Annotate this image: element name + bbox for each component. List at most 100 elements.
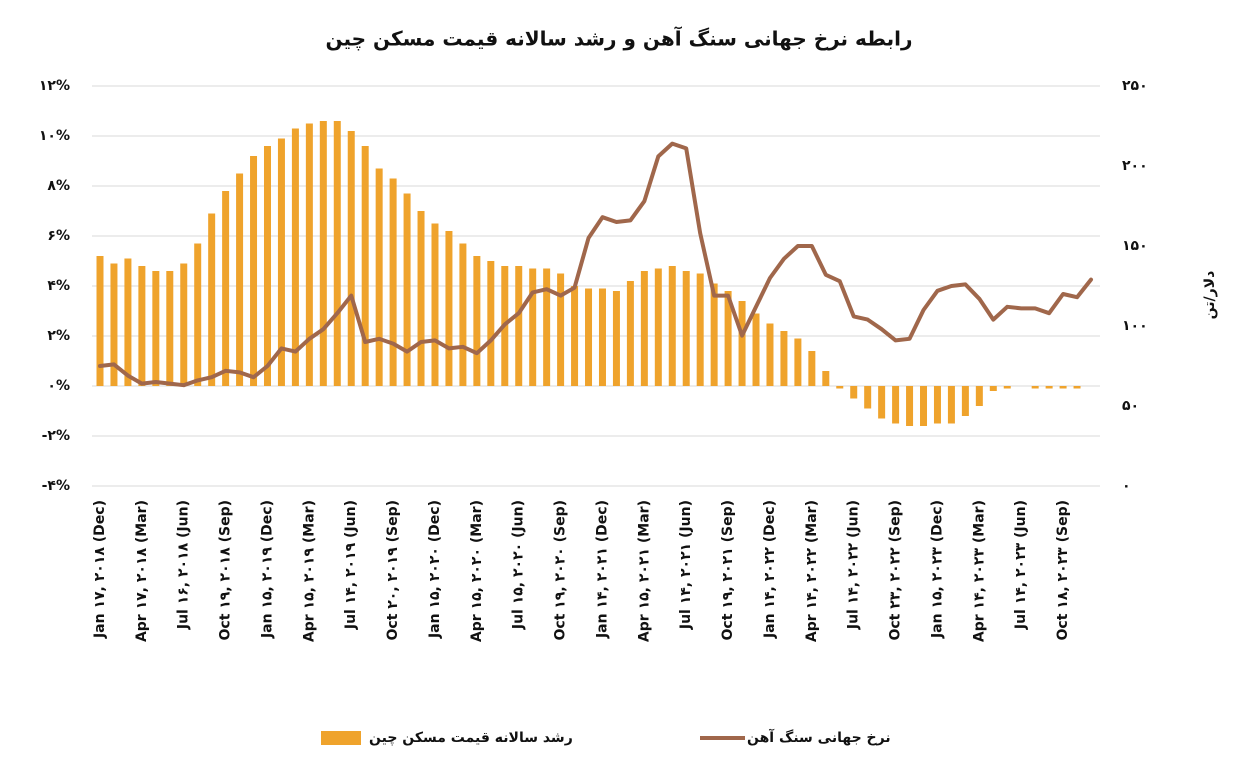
bar — [668, 266, 676, 386]
y-tick-label: ۲% — [47, 328, 70, 344]
bar — [738, 301, 746, 386]
bar — [347, 131, 355, 386]
bar — [222, 191, 230, 386]
x-tick-label: Oct ۲۰, ۲۰۱۹ (Sep) — [385, 500, 401, 641]
bar — [836, 386, 844, 389]
bar — [864, 386, 872, 409]
bar — [96, 256, 104, 386]
bar — [236, 173, 244, 386]
bar — [166, 271, 174, 386]
bar — [878, 386, 886, 419]
bar — [850, 386, 858, 399]
x-tick-label: Apr ۱۴, ۲۰۲۳ (Mar) — [971, 500, 987, 642]
bar — [710, 283, 718, 386]
bar — [403, 193, 411, 386]
bar — [640, 271, 648, 386]
x-tick-label: Jan ۱۷, ۲۰۱۸ (Dec) — [92, 500, 108, 639]
x-tick-label: Oct ۱۸, ۲۰۲۳ (Sep) — [1055, 500, 1071, 641]
y2-tick-label: ۰ — [1122, 478, 1131, 494]
bar — [124, 258, 132, 386]
line — [98, 141, 1093, 388]
x-tick-label: Jul ۱۴, ۲۰۲۱ (Jun) — [678, 500, 694, 630]
y-tick-label: ۴% — [47, 278, 70, 294]
x-tick-label: Oct ۱۹, ۲۰۲۰ (Sep) — [553, 500, 569, 641]
bar — [208, 213, 216, 386]
x-tick-label: Jul ۱۴, ۲۰۱۹ (Jun) — [343, 500, 359, 630]
bar — [933, 386, 941, 424]
bar — [138, 266, 146, 386]
bar — [277, 138, 285, 386]
bar — [543, 268, 551, 386]
x-tick-label: Apr ۱۵, ۲۰۱۹ (Mar) — [301, 500, 317, 642]
bar — [961, 386, 969, 416]
legend-label: رشد سالانه قیمت مسکن چین — [369, 730, 573, 746]
bar — [515, 266, 523, 386]
x-tick-label: Jan ۱۵, ۲۰۲۰ (Dec) — [427, 500, 443, 639]
x-tick-label: Oct ۱۹, ۲۰۲۱ (Sep) — [720, 500, 736, 641]
y2-tick-label: ۱۰۰ — [1122, 318, 1148, 334]
bar — [333, 121, 341, 386]
x-tick-label: Jul ۱۶, ۲۰۱۸ (Jun) — [176, 500, 192, 630]
bar — [585, 288, 593, 386]
bar — [473, 256, 481, 386]
bar — [654, 268, 662, 386]
y-tick-label: ۰% — [47, 378, 70, 394]
bar — [487, 261, 495, 386]
x-tick-label: Apr ۱۴, ۲۰۲۲ (Mar) — [804, 500, 820, 642]
x-tick-label: Jul ۱۴, ۲۰۲۳ (Jun) — [1013, 500, 1029, 630]
y2-axis-label: دلار/تن — [1202, 271, 1218, 320]
legend-swatch — [321, 731, 361, 745]
bar — [431, 223, 439, 386]
bar — [989, 386, 997, 391]
bar — [571, 286, 579, 386]
bar — [612, 291, 620, 386]
bar — [361, 146, 369, 386]
bar — [180, 263, 188, 386]
bar — [263, 146, 271, 386]
x-tick-label: Oct ۱۹, ۲۰۱۸ (Sep) — [218, 500, 234, 641]
bar — [906, 386, 914, 426]
bar — [375, 168, 383, 386]
bar — [598, 288, 606, 386]
y-tick-label: ۸% — [47, 178, 70, 194]
x-tick-label: Jan ۱۴, ۲۰۲۲ (Dec) — [762, 500, 778, 639]
bar — [1073, 386, 1081, 389]
x-tick-label: Jan ۱۵, ۲۰۲۳ (Dec) — [929, 500, 945, 639]
bar — [1003, 386, 1011, 389]
x-tick-label: Jul ۱۵, ۲۰۲۰ (Jun) — [511, 500, 527, 630]
x-tick-label: Apr ۱۷, ۲۰۱۸ (Mar) — [134, 500, 150, 642]
bar — [947, 386, 955, 424]
bar — [920, 386, 928, 426]
y2-tick-label: ۲۰۰ — [1122, 158, 1148, 174]
chart-title: رابطه نرخ جهانی سنگ آهن و رشد سالانه قیم… — [325, 26, 912, 52]
bar — [975, 386, 983, 406]
y-tick-label: ۱۰% — [39, 128, 70, 144]
bar — [529, 268, 537, 386]
bar — [152, 271, 160, 386]
x-tick-label: Apr ۱۵, ۲۰۲۰ (Mar) — [469, 500, 485, 642]
bar — [780, 331, 788, 386]
bar — [389, 178, 397, 386]
bar — [445, 231, 453, 386]
bar — [319, 121, 327, 386]
y-tick-label: ۱۲% — [39, 78, 70, 94]
x-tick-label: Apr ۱۵, ۲۰۲۱ (Mar) — [636, 500, 652, 642]
y-tick-label: ۶% — [47, 228, 70, 244]
x-tick-label: Oct ۲۳, ۲۰۲۲ (Sep) — [888, 500, 904, 641]
x-tick-label: Jan ۱۴, ۲۰۲۱ (Dec) — [594, 500, 610, 639]
y2-tick-label: ۱۵۰ — [1122, 238, 1148, 254]
bar — [752, 313, 760, 386]
bar — [794, 338, 802, 386]
bar — [459, 243, 467, 386]
bar — [724, 291, 732, 386]
bar — [696, 273, 704, 386]
bar — [1059, 386, 1067, 389]
bar — [682, 271, 690, 386]
bar — [194, 243, 202, 386]
y-tick-label: -۴% — [42, 478, 70, 494]
y2-tick-label: ۵۰ — [1122, 398, 1139, 414]
bar — [892, 386, 900, 424]
bar — [808, 351, 816, 386]
bar — [110, 263, 118, 386]
